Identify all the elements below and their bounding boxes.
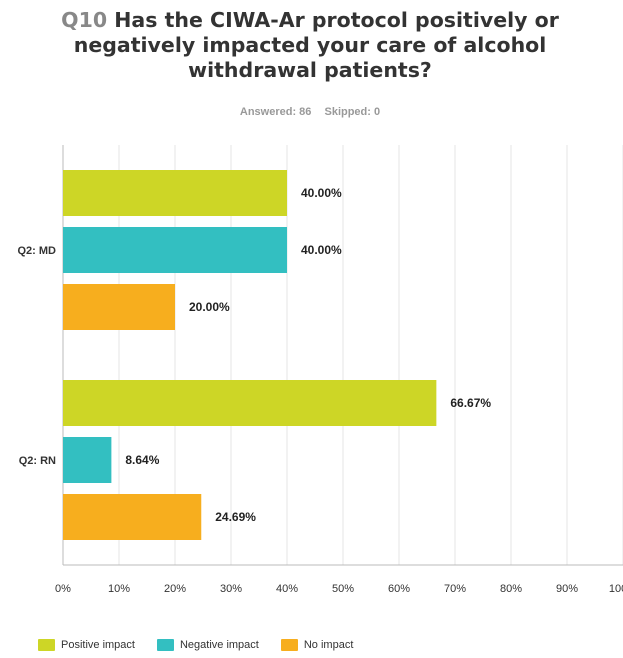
bar bbox=[63, 380, 437, 426]
x-tick-label: 90% bbox=[556, 583, 578, 595]
bar bbox=[63, 170, 287, 216]
bar-chart: 0% 10% 20% 30% 40% 50% 60% 70% 80% 90% 100% Q2: MD 4… bbox=[18, 145, 623, 595]
x-tick-label: 10% bbox=[108, 583, 130, 595]
legend-label: Positive impact bbox=[61, 639, 135, 652]
x-tick-label: 40% bbox=[276, 583, 298, 595]
bar bbox=[63, 284, 175, 330]
bar-value-label: 24.69% bbox=[215, 510, 256, 524]
bar-value-label: 66.67% bbox=[450, 396, 491, 410]
question-text: Has the CIWA-Ar protocol positively or n… bbox=[73, 8, 559, 82]
chart-title: Q10 Has the CIWA-Ar protocol positively … bbox=[20, 8, 600, 83]
x-tick-label: 20% bbox=[164, 583, 186, 595]
x-tick-label: 100% bbox=[609, 583, 623, 595]
x-tick-label: 0% bbox=[55, 583, 71, 595]
x-tick-label: 60% bbox=[388, 583, 410, 595]
legend-label: No impact bbox=[303, 639, 354, 652]
category-label: Q2: MD bbox=[18, 245, 57, 257]
bar-value-label: 40.00% bbox=[301, 186, 342, 200]
skipped-count: Skipped: 0 bbox=[324, 106, 381, 118]
bar-value-label: 40.00% bbox=[301, 243, 342, 257]
x-tick-label: 30% bbox=[220, 583, 242, 595]
legend-item: Negative impact bbox=[156, 639, 259, 652]
legend-swatch bbox=[156, 639, 174, 652]
bar bbox=[63, 437, 112, 483]
x-tick-label: 50% bbox=[332, 583, 354, 595]
chart-legend: Positive impact Negative impact No impact bbox=[38, 639, 375, 652]
legend-item: Positive impact bbox=[38, 639, 135, 652]
bar-value-label: 8.64% bbox=[125, 453, 159, 467]
response-summary: Answered: 86 Skipped: 0 bbox=[60, 106, 560, 118]
x-tick-label: 70% bbox=[444, 583, 466, 595]
bar bbox=[63, 227, 287, 273]
legend-label: Negative impact bbox=[179, 639, 259, 652]
question-number: Q10 bbox=[61, 8, 108, 32]
bar bbox=[63, 494, 202, 540]
bar-value-label: 20.00% bbox=[189, 300, 230, 314]
category-label: Q2: RN bbox=[19, 455, 56, 467]
answered-count: Answered: 86 bbox=[239, 106, 312, 118]
legend-swatch bbox=[38, 639, 55, 652]
x-tick-label: 80% bbox=[500, 583, 522, 595]
legend-swatch bbox=[280, 639, 298, 652]
legend-item: No impact bbox=[280, 639, 354, 652]
